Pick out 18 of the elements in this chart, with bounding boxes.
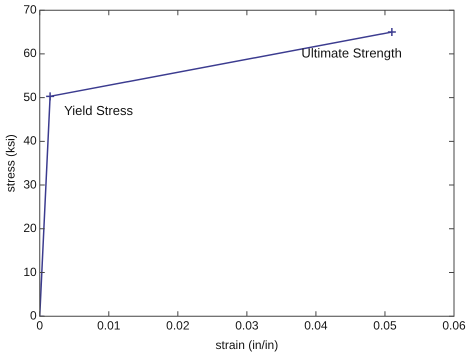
y-axis-title: stress (ksi) <box>4 134 18 192</box>
x-axis-title: strain (in/in) <box>216 338 278 352</box>
x-tick-label: 0.06 <box>442 318 466 333</box>
y-tick-label: 20 <box>23 221 38 236</box>
y-tick-label: 0 <box>30 308 38 323</box>
x-tick-label: 0.04 <box>304 318 328 333</box>
x-tick-label: 0.05 <box>373 318 397 333</box>
y-tick-label: 10 <box>23 264 38 279</box>
annotation: Ultimate Strength <box>301 46 402 61</box>
y-tick-label: 50 <box>23 90 38 104</box>
annotation: Yield Stress <box>64 102 134 118</box>
y-tick-label: 30 <box>23 177 38 192</box>
y-tick-label: 40 <box>23 134 38 148</box>
x-tick-label: 0.02 <box>166 318 190 333</box>
y-tick-label: 70 <box>23 2 38 17</box>
x-tick-label: 0.01 <box>97 318 121 333</box>
y-tick-label: 60 <box>23 46 38 60</box>
x-tick-label: 0.03 <box>235 318 259 333</box>
